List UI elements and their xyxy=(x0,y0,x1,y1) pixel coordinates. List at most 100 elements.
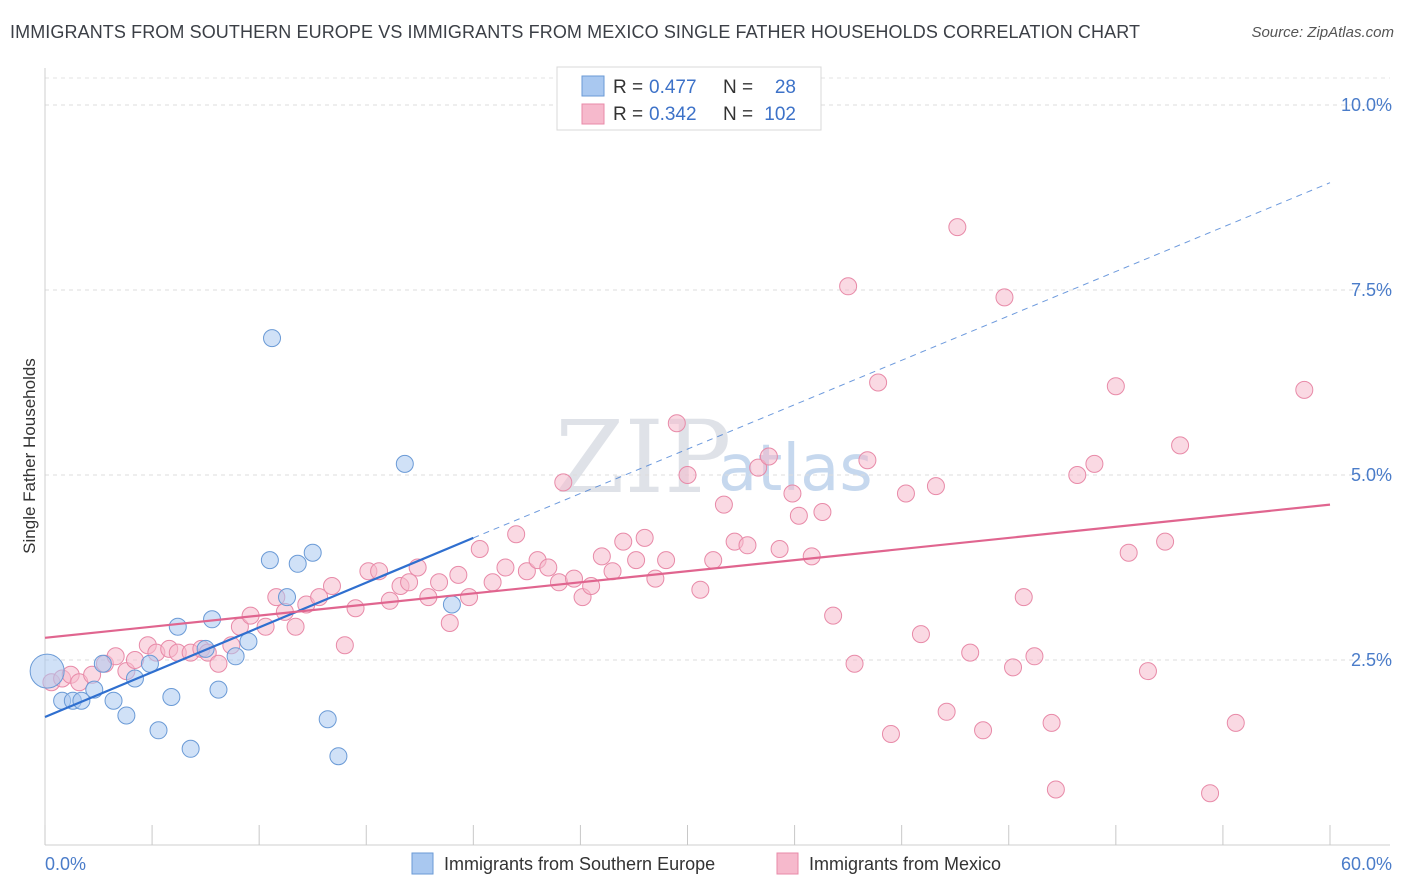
mexico-point xyxy=(839,277,858,296)
chart-title: IMMIGRANTS FROM SOUTHERN EUROPE VS IMMIG… xyxy=(10,22,1141,42)
southern-europe-point xyxy=(162,688,181,706)
mexico-point xyxy=(691,580,710,599)
x-tick-label-max: 60.0% xyxy=(1341,854,1392,874)
southern-europe-point xyxy=(226,647,245,666)
mexico-point xyxy=(592,547,611,566)
southern-europe-point xyxy=(303,543,322,562)
southern-europe-point xyxy=(442,595,461,614)
y-tick-labels: 2.5% 5.0% 7.5% 10.0% xyxy=(1341,95,1392,670)
legend-n-label-1: N = xyxy=(723,77,753,98)
mexico-point xyxy=(802,547,821,566)
mexico-point xyxy=(507,525,526,544)
mexico-point xyxy=(749,458,768,477)
mexico-point xyxy=(770,540,789,558)
southern-europe-point xyxy=(117,706,136,725)
legend-r-label-2: R = xyxy=(613,104,643,125)
mexico-point xyxy=(738,536,757,555)
southern-europe-point xyxy=(29,653,65,689)
series-legend: Immigrants from Southern Europe Immigran… xyxy=(411,852,1001,875)
southern-europe-point xyxy=(318,710,337,729)
axes xyxy=(44,68,1390,846)
mexico-point xyxy=(948,218,967,237)
southern-europe-point xyxy=(329,747,348,766)
mexico-point xyxy=(460,588,479,607)
mexico-point xyxy=(678,466,697,484)
legend-n-value-2: 102 xyxy=(764,104,796,125)
mexico-point xyxy=(1046,780,1065,799)
trend-lines xyxy=(44,182,1331,718)
mexico-point xyxy=(824,606,843,625)
mexico-point xyxy=(554,473,573,492)
mexico-point xyxy=(470,540,489,558)
mexico-point xyxy=(783,484,802,503)
x-ticks xyxy=(44,825,1331,845)
mexico-point xyxy=(1138,662,1157,681)
mexico-point xyxy=(449,565,468,584)
correlation-legend: R = 0.477 N = 28 R = 0.342 N = 102 xyxy=(556,66,822,131)
mexico-point xyxy=(1085,454,1104,473)
southern-europe-trendline xyxy=(44,536,474,718)
bottom-legend-swatch-southern-europe xyxy=(411,852,434,875)
mexico-point xyxy=(657,551,676,570)
mexico-point xyxy=(286,617,305,636)
mexico-point xyxy=(1226,713,1245,732)
southern-europe-point xyxy=(149,721,168,740)
y-axis-title: Single Father Households xyxy=(20,358,39,554)
mexico-point xyxy=(335,636,354,655)
mexico-point xyxy=(961,643,980,662)
mexico-point xyxy=(440,614,459,632)
mexico-point xyxy=(1106,377,1125,396)
x-tick-label-min: 0.0% xyxy=(45,854,86,874)
mexico-point xyxy=(813,503,832,521)
legend-swatch-mexico xyxy=(581,103,605,125)
mexico-point xyxy=(1201,784,1220,803)
y-tick-label: 5.0% xyxy=(1351,465,1392,485)
southern-europe-point xyxy=(278,588,297,607)
mexico-point xyxy=(627,551,646,570)
y-tick-label: 7.5% xyxy=(1351,280,1392,300)
mexico-point xyxy=(1014,588,1033,607)
mexico-point xyxy=(1156,532,1175,551)
mexico-point xyxy=(869,373,888,392)
mexico-trendline xyxy=(44,503,1331,639)
bottom-legend-label-southern-europe: Immigrants from Southern Europe xyxy=(444,854,715,874)
mexico-point xyxy=(881,725,900,743)
legend-n-value-1: 28 xyxy=(775,77,796,98)
mexico-point xyxy=(926,477,945,496)
mexico-point xyxy=(1068,466,1087,484)
y-tick-label: 10.0% xyxy=(1341,95,1392,115)
legend-r-value-1: 0.477 xyxy=(649,77,697,98)
mexico-point xyxy=(974,721,993,740)
mexico-point xyxy=(704,551,723,570)
legend-r-value-2: 0.342 xyxy=(649,104,697,125)
mexico-point xyxy=(496,558,515,577)
y-tick-label: 2.5% xyxy=(1351,650,1392,670)
mexico-point xyxy=(995,288,1014,307)
mexico-point xyxy=(1025,647,1044,666)
mexico-point xyxy=(635,528,654,547)
mexico-point xyxy=(1042,713,1061,732)
gridlines xyxy=(45,77,1390,661)
mexico-point xyxy=(517,562,536,581)
mexico-point xyxy=(1119,543,1138,562)
mexico-point xyxy=(858,451,877,470)
southern-europe-point xyxy=(260,551,279,570)
southern-europe-point xyxy=(181,739,200,758)
southern-europe-point xyxy=(168,617,187,636)
bottom-legend-swatch-mexico xyxy=(776,852,799,875)
source-credit: Source: ZipAtlas.com xyxy=(1251,24,1394,41)
southern-europe-trendline-extension xyxy=(473,182,1331,539)
bottom-legend-label-mexico: Immigrants from Mexico xyxy=(809,854,1001,874)
legend-r-label-1: R = xyxy=(613,77,643,98)
southern-europe-point xyxy=(263,329,282,348)
mexico-point xyxy=(845,654,864,673)
mexico-point xyxy=(911,625,930,644)
mexico-point xyxy=(1295,380,1314,399)
southern-europe-point xyxy=(93,654,112,673)
mexico-point xyxy=(759,447,778,466)
southern-europe-point xyxy=(395,454,414,473)
series-mexico-points xyxy=(42,218,1314,803)
mexico-point xyxy=(209,654,228,673)
watermark-zip: ZIP xyxy=(555,399,731,516)
